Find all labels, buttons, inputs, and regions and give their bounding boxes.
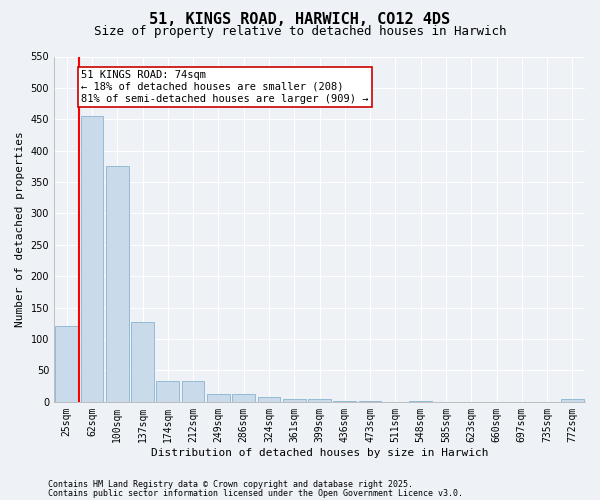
Bar (232, 394, 255, 402)
Bar (334, 401, 356, 402)
Y-axis label: Number of detached properties: Number of detached properties (15, 132, 25, 327)
Text: Size of property relative to detached houses in Harwich: Size of property relative to detached ho… (94, 25, 506, 38)
Text: Contains HM Land Registry data © Crown copyright and database right 2025.: Contains HM Land Registry data © Crown c… (48, 480, 413, 489)
Bar (409, 401, 432, 402)
Bar (308, 398, 331, 402)
Bar (55, 326, 78, 402)
Text: 51 KINGS ROAD: 74sqm
← 18% of detached houses are smaller (208)
81% of semi-deta: 51 KINGS ROAD: 74sqm ← 18% of detached h… (82, 70, 369, 104)
Bar (157, 381, 179, 402)
Text: Contains public sector information licensed under the Open Government Licence v3: Contains public sector information licen… (48, 489, 463, 498)
Text: 51, KINGS ROAD, HARWICH, CO12 4DS: 51, KINGS ROAD, HARWICH, CO12 4DS (149, 12, 451, 28)
Bar (283, 398, 305, 402)
Bar (561, 398, 584, 402)
Bar (131, 322, 154, 402)
Bar (257, 397, 280, 402)
Bar (182, 381, 205, 402)
Bar (359, 400, 382, 402)
Bar (207, 394, 230, 402)
Bar (80, 116, 103, 402)
X-axis label: Distribution of detached houses by size in Harwich: Distribution of detached houses by size … (151, 448, 488, 458)
Bar (106, 166, 128, 402)
